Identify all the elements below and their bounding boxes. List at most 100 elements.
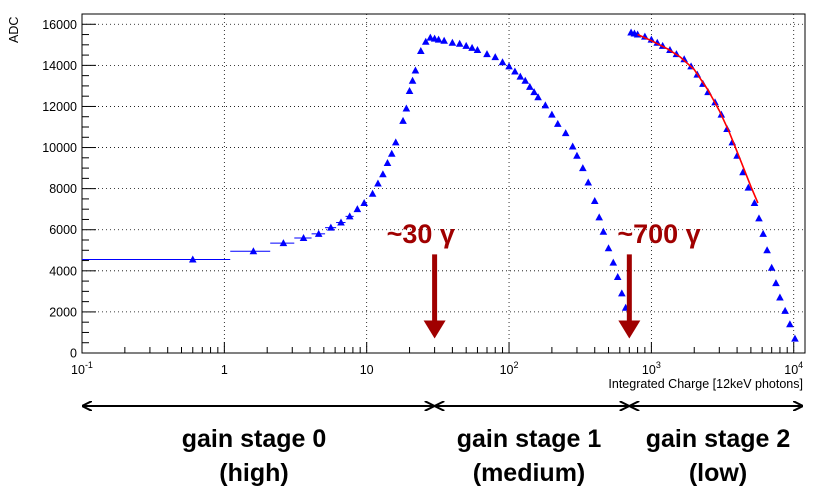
data-point [613, 272, 622, 280]
data-point [368, 189, 377, 197]
data-point [360, 199, 368, 207]
data-point [345, 212, 354, 220]
data-point [781, 306, 789, 314]
annotation-label: ~30 γ [387, 219, 455, 249]
y-tick-label: 6000 [49, 223, 77, 237]
y-tick-label: 14000 [42, 59, 77, 73]
data-point [408, 76, 417, 84]
data-point [553, 119, 562, 127]
grid [82, 14, 805, 353]
data-point [353, 205, 362, 213]
data-point [391, 138, 400, 146]
data-point [767, 263, 776, 271]
data-point [776, 293, 784, 301]
data-point [579, 164, 587, 172]
data-point [473, 45, 482, 53]
y-tick-label: 8000 [49, 182, 77, 196]
y-tick-label: 0 [70, 347, 77, 361]
stage-title: gain stage 0 [182, 425, 327, 453]
data-point [609, 258, 618, 266]
data-point [568, 142, 577, 150]
x-tick-label: 102 [500, 360, 519, 377]
data-point [498, 58, 507, 66]
y-axis-label: ADC [7, 17, 21, 43]
stage-subtitle: (low) [689, 459, 747, 487]
data-point [772, 279, 780, 287]
data-point [374, 179, 382, 187]
data-point [483, 50, 491, 58]
fit-line [637, 33, 759, 204]
data-point [534, 93, 542, 101]
data-point [548, 110, 556, 118]
gain-stages: gain stage 0 (high) gain stage 1 (medium) ga… [83, 406, 802, 487]
stage-title: gain stage 1 [457, 425, 602, 453]
data-point [387, 149, 396, 157]
data-point [279, 239, 288, 247]
data-point [468, 43, 476, 51]
stage-subtitle: (medium) [473, 459, 586, 487]
data-point [561, 129, 570, 137]
data-series [188, 28, 799, 342]
data-point [680, 55, 688, 63]
data-point [584, 178, 593, 186]
data-point [434, 35, 443, 43]
y-tick-label: 10000 [42, 141, 77, 155]
y-tick-label: 4000 [49, 264, 77, 278]
y-tick-label: 16000 [42, 18, 77, 32]
annotations: ~30 γ ~700 γ [387, 219, 701, 339]
y-axis: 0 2000 4000 6000 8000 10000 12000 14000 16000 [42, 18, 96, 361]
data-point [573, 151, 581, 159]
data-point [249, 247, 258, 255]
plot-frame [81, 13, 806, 354]
data-point [521, 76, 530, 84]
data-point [516, 72, 525, 80]
data-point [590, 196, 599, 204]
x-axis-label: Integrated Charge [12keV photons] [608, 377, 803, 391]
x-tick-label: 103 [642, 360, 661, 377]
data-point [448, 38, 457, 46]
data-point [327, 223, 335, 231]
data-point [750, 199, 759, 207]
y-tick-label: 2000 [49, 305, 77, 319]
data-point [755, 214, 763, 222]
stage-title: gain stage 2 [646, 425, 791, 453]
data-point [491, 53, 500, 61]
x-tick-label: 104 [784, 360, 803, 377]
data-point [595, 213, 604, 221]
data-point [530, 88, 538, 96]
data-point [604, 244, 613, 252]
annotation-arrow-head [423, 320, 446, 339]
annotation-arrow-head [618, 320, 641, 339]
step-segments [82, 215, 354, 261]
data-point [421, 37, 430, 45]
data-point [379, 170, 387, 178]
data-point [759, 229, 767, 237]
data-point [411, 66, 420, 74]
x-tick-label: 10 [360, 363, 374, 377]
data-point [426, 33, 435, 41]
data-point [791, 334, 799, 342]
data-point [299, 233, 308, 241]
data-point [541, 101, 550, 109]
data-point [511, 67, 519, 75]
data-point [455, 39, 464, 47]
data-point [763, 246, 771, 254]
data-point [744, 183, 753, 191]
x-axis: 10-1 1 10 102 103 104 [71, 342, 803, 377]
data-point [440, 36, 448, 44]
data-point [314, 229, 323, 237]
x-tick-label: 1 [221, 363, 228, 377]
data-point [505, 62, 513, 70]
data-point [417, 46, 425, 54]
data-point [462, 41, 470, 49]
data-point [399, 116, 407, 124]
stage-subtitle: (high) [219, 459, 288, 487]
data-point [599, 227, 608, 235]
data-point [383, 158, 392, 166]
data-point [526, 82, 534, 90]
annotation-label: ~700 γ [617, 219, 700, 249]
x-tick-label: 10-1 [71, 360, 93, 377]
data-point [188, 255, 197, 263]
data-point [618, 289, 626, 297]
